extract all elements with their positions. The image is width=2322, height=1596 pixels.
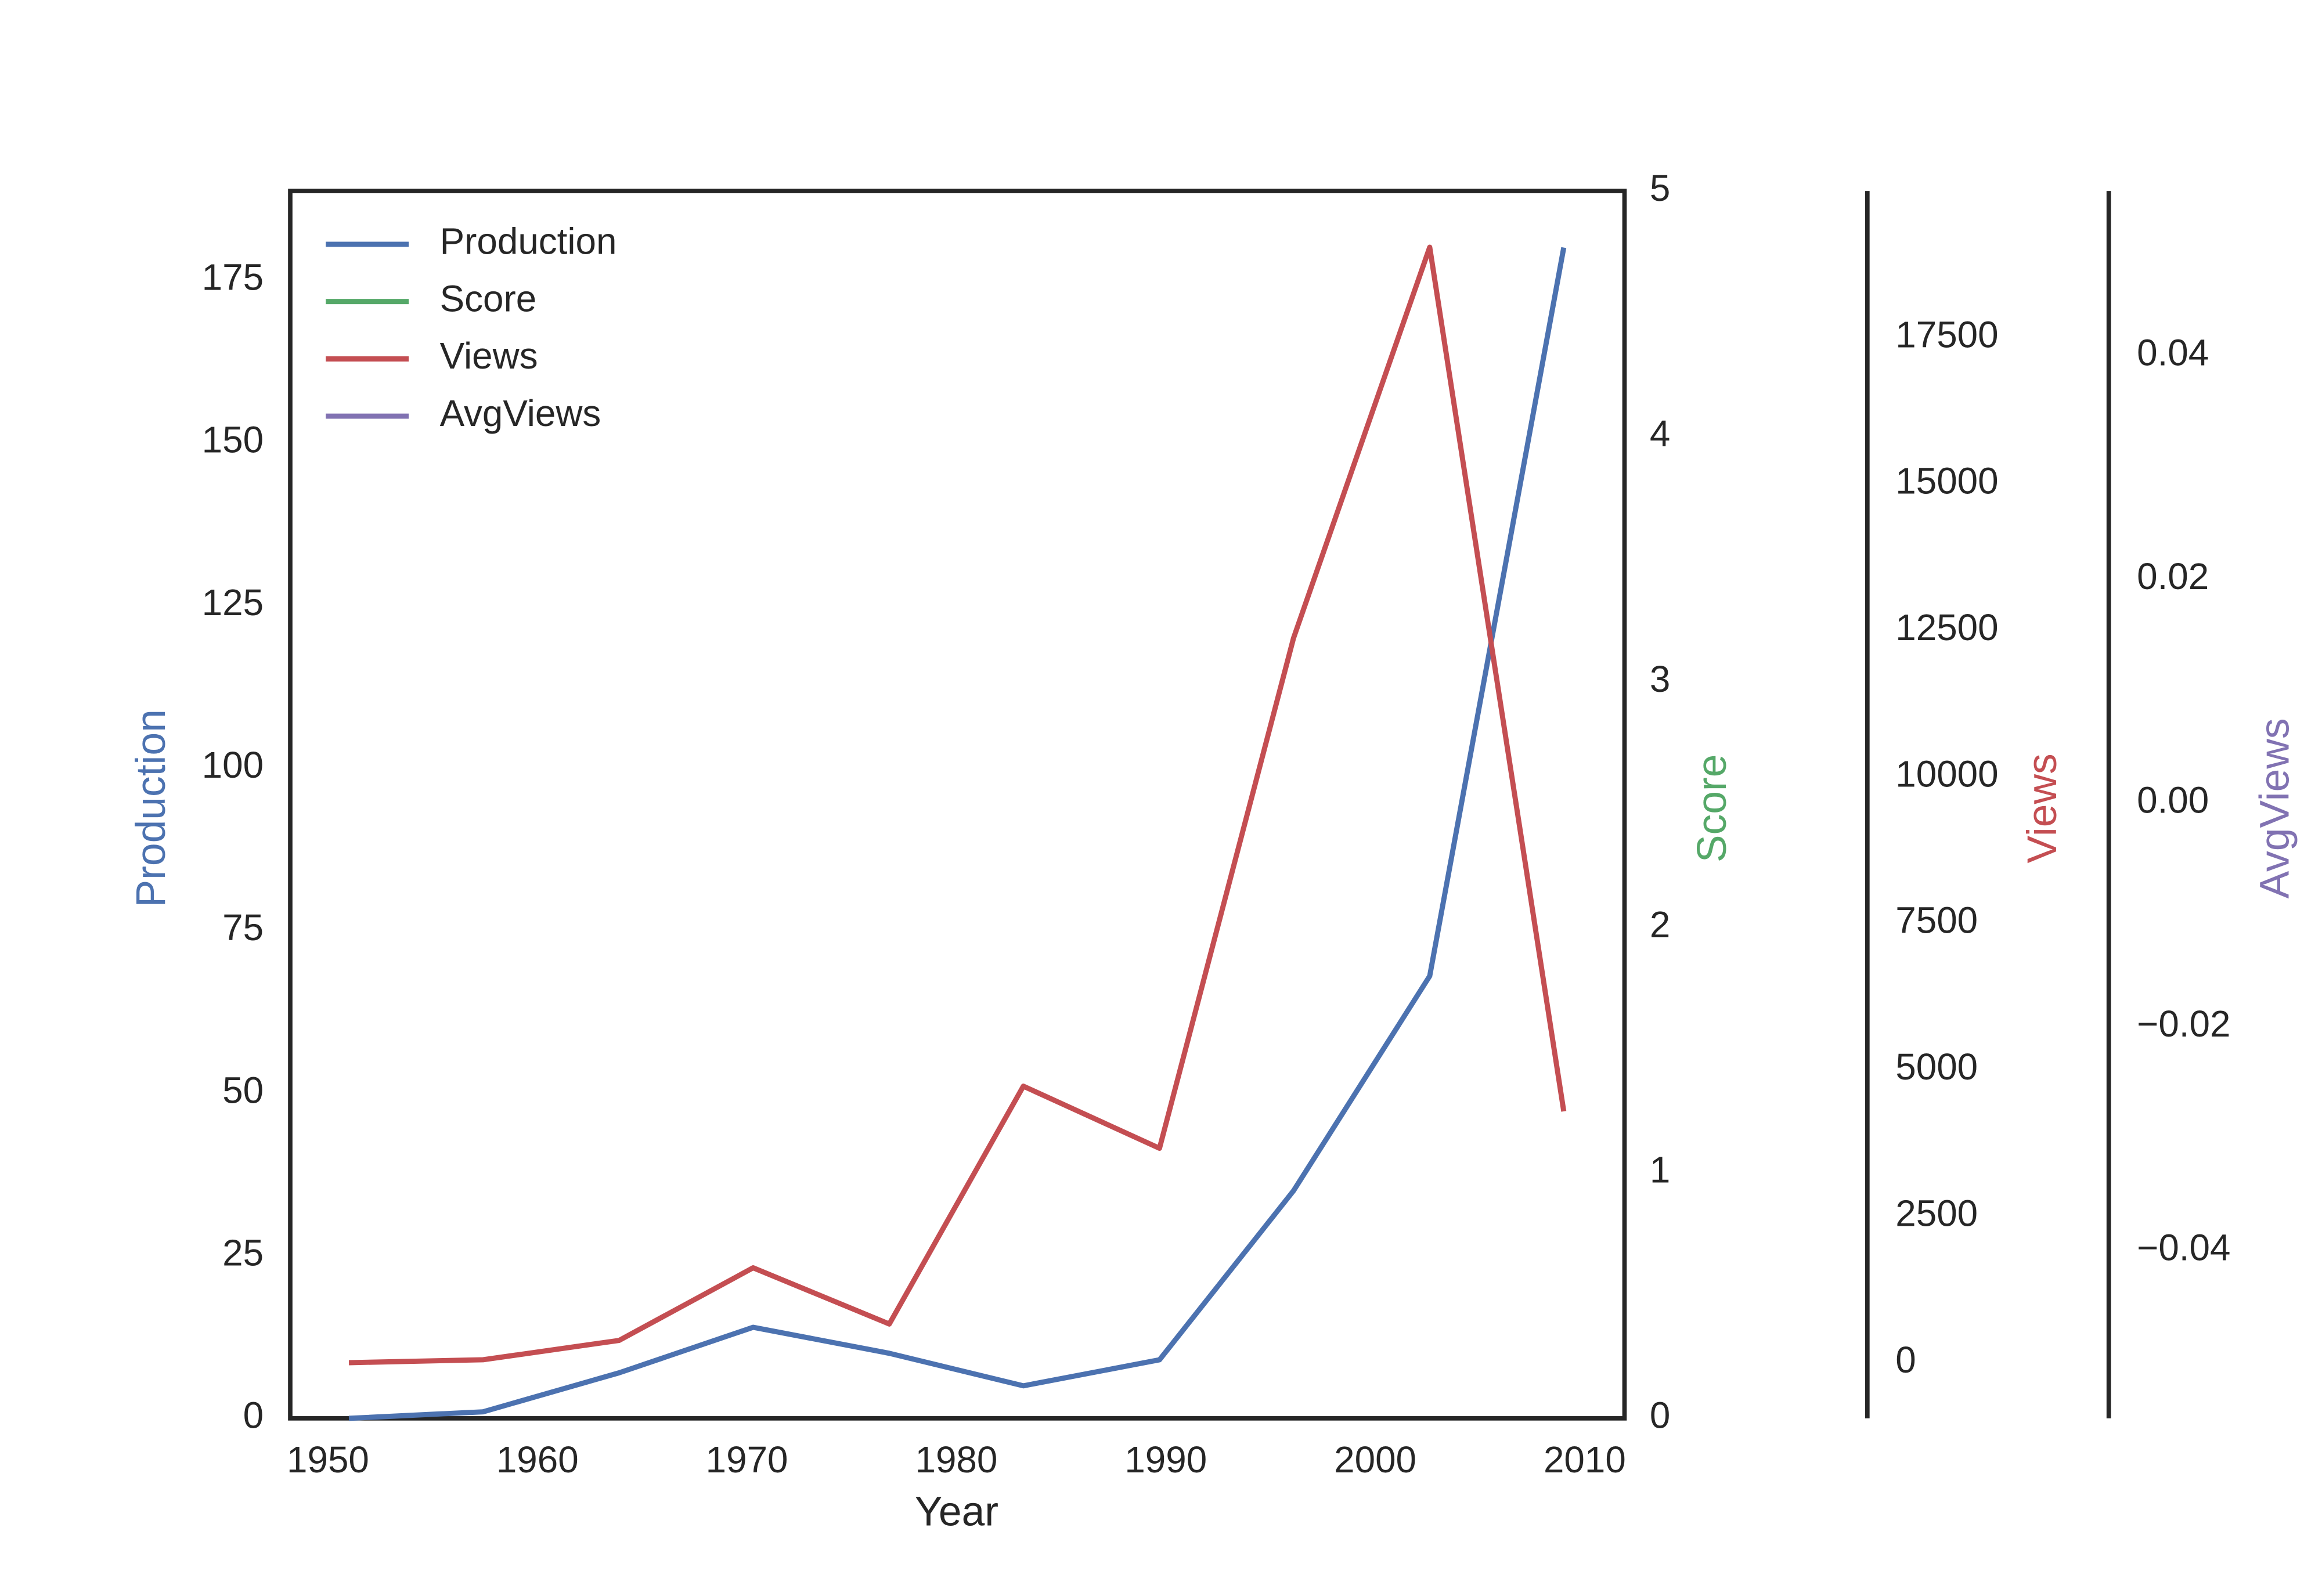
x-tick-label: 2010 [1544, 1439, 1626, 1481]
x-tick-label: 2000 [1334, 1439, 1416, 1481]
y2-axis-label: Score [1689, 754, 1735, 863]
x-axis-label: Year [915, 1489, 998, 1535]
y3-tick-label: 2500 [1895, 1192, 1978, 1234]
y4-tick-label: −0.02 [2137, 1003, 2230, 1045]
y2-tick-label: 1 [1650, 1149, 1670, 1191]
y-tick-label: 50 [222, 1069, 264, 1111]
y-tick-label: 25 [222, 1232, 264, 1274]
y3-tick-label: 12500 [1895, 606, 1998, 648]
y-tick-label: 150 [202, 419, 264, 461]
legend-label: AvgViews [440, 392, 601, 434]
x-tick-label: 1970 [706, 1439, 788, 1481]
y4-tick-label: 0.04 [2137, 331, 2209, 373]
legend-label: Score [440, 277, 537, 319]
y4-tick-label: −0.04 [2137, 1227, 2230, 1269]
y3-axis-label: Views [2019, 753, 2065, 863]
y-tick-label: 0 [243, 1395, 264, 1436]
y2-tick-label: 0 [1650, 1395, 1670, 1436]
legend-label: Views [440, 335, 538, 377]
y3-tick-label: 15000 [1895, 460, 1998, 502]
series-line [348, 247, 1567, 1421]
y-tick-label: 100 [202, 744, 264, 786]
plot-frame [288, 189, 1627, 1421]
y-tick-label: 75 [222, 907, 264, 948]
y-axis-label: Production [128, 709, 174, 907]
y2-tick-label: 3 [1650, 658, 1670, 700]
y2-tick-label: 2 [1650, 904, 1670, 945]
y4-axis-label: AvgViews [2251, 718, 2298, 898]
x-tick-label: 1950 [287, 1439, 369, 1481]
y4-tick-label: 0.00 [2137, 779, 2209, 821]
y4-tick-label: 0.02 [2137, 555, 2209, 597]
y-tick-label: 125 [202, 582, 264, 623]
y3-tick-label: 10000 [1895, 753, 1998, 795]
legend-label: Production [440, 221, 617, 262]
series-line [348, 244, 1567, 1366]
y3-tick-label: 17500 [1895, 313, 1998, 355]
x-tick-label: 1960 [496, 1439, 579, 1481]
y3-tick-label: 0 [1895, 1339, 1916, 1381]
x-tick-label: 1990 [1124, 1439, 1207, 1481]
y3-tick-label: 5000 [1895, 1046, 1978, 1088]
y-tick-label: 175 [202, 256, 264, 298]
y3-tick-label: 7500 [1895, 900, 1978, 941]
y2-tick-label: 5 [1650, 167, 1670, 209]
x-tick-label: 1980 [915, 1439, 998, 1481]
y2-tick-label: 4 [1650, 413, 1670, 454]
